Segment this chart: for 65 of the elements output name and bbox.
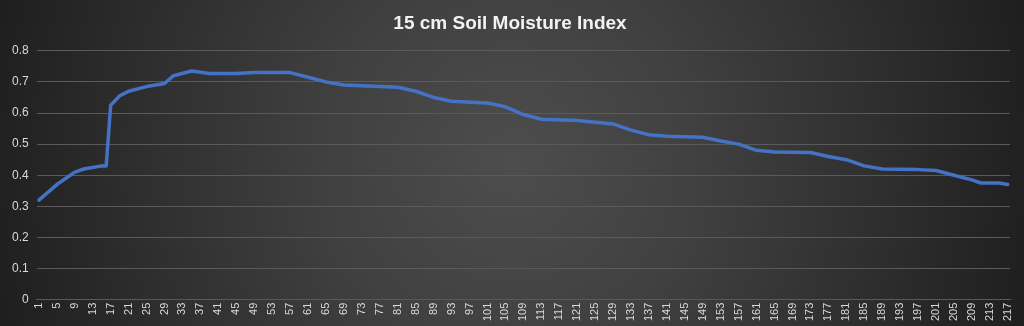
x-tick-label: 77 xyxy=(372,302,385,315)
x-tick-label: 197 xyxy=(911,302,924,322)
x-tick-label: 53 xyxy=(265,302,278,315)
x-tick-label: 125 xyxy=(588,302,601,322)
x-tick-label: 109 xyxy=(516,302,529,322)
y-tick-label: 0.5 xyxy=(11,136,29,151)
x-tick-label: 69 xyxy=(336,302,349,315)
x-tick-label: 185 xyxy=(857,302,870,322)
x-tick-label: 45 xyxy=(229,302,242,315)
y-tick-label: 0.4 xyxy=(11,167,29,182)
x-tick-label: 41 xyxy=(211,302,224,315)
x-tick-label: 141 xyxy=(659,302,672,322)
x-tick-label: 121 xyxy=(570,302,583,322)
x-tick-label: 61 xyxy=(301,302,314,315)
x-tick-label: 65 xyxy=(319,302,332,315)
x-tick-label: 161 xyxy=(749,302,762,322)
x-tick-label: 17 xyxy=(103,302,116,315)
y-tick-label: 0.1 xyxy=(11,260,29,275)
x-tick-label: 145 xyxy=(677,302,690,322)
x-tick-label: 57 xyxy=(283,302,296,315)
x-tick-label: 133 xyxy=(624,302,637,322)
x-tick-label: 157 xyxy=(731,302,744,322)
x-tick-label: 101 xyxy=(480,302,493,322)
x-tick-label: 213 xyxy=(982,302,995,322)
x-tick-label: 209 xyxy=(964,302,977,322)
x-tick-label: 5 xyxy=(49,302,62,309)
chart-title: 15 cm Soil Moisture Index xyxy=(393,11,628,33)
x-tick-label: 25 xyxy=(139,302,152,315)
x-tick-label: 137 xyxy=(641,302,654,322)
x-tick-label: 205 xyxy=(946,302,959,322)
y-tick-label: 0.3 xyxy=(11,198,29,213)
y-tick-label: 0 xyxy=(21,291,29,306)
y-tick-label: 0.6 xyxy=(11,105,29,120)
y-tick-label: 0.7 xyxy=(11,74,29,89)
x-tick-label: 85 xyxy=(408,302,421,315)
x-tick-label: 81 xyxy=(390,302,403,315)
x-tick-label: 105 xyxy=(498,302,511,322)
x-tick-label: 153 xyxy=(713,302,726,322)
x-tick-label: 73 xyxy=(354,302,367,315)
x-tick-label: 149 xyxy=(695,302,708,322)
x-tick-label: 129 xyxy=(606,302,619,322)
x-tick-label: 21 xyxy=(121,302,134,315)
x-tick-label: 13 xyxy=(85,302,98,315)
x-tick-label: 113 xyxy=(534,302,547,321)
x-tick-label: 217 xyxy=(1000,302,1013,322)
x-tick-label: 169 xyxy=(785,302,798,322)
x-tick-label: 9 xyxy=(67,302,80,309)
x-tick-label: 173 xyxy=(803,302,816,322)
y-tick-label: 0.2 xyxy=(11,229,29,244)
y-tick-label: 0.8 xyxy=(11,43,29,58)
x-tick-label: 189 xyxy=(875,302,888,322)
x-tick-label: 201 xyxy=(929,302,942,322)
x-tick-label: 165 xyxy=(767,302,780,322)
x-tick-label: 37 xyxy=(193,302,206,315)
x-tick-label: 177 xyxy=(821,302,834,322)
x-tick-label: 33 xyxy=(175,302,188,315)
x-tick-label: 89 xyxy=(426,302,439,315)
x-tick-label: 1 xyxy=(31,302,44,309)
x-tick-label: 49 xyxy=(247,302,260,315)
x-tick-label: 117 xyxy=(552,302,565,321)
x-tick-label: 181 xyxy=(839,302,852,322)
x-tick-label: 93 xyxy=(444,302,457,315)
x-tick-label: 97 xyxy=(462,302,475,315)
x-tick-label: 29 xyxy=(157,302,170,315)
x-tick-label: 193 xyxy=(893,302,906,322)
